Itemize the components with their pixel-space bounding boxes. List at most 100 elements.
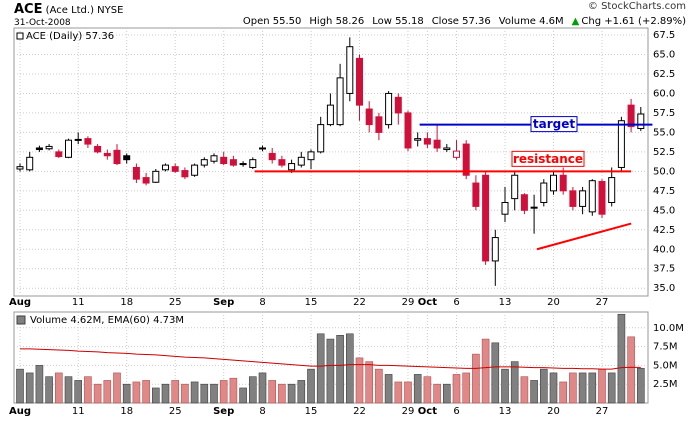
y-tick-label: 65.0 [653,49,675,60]
volume-bar [598,368,606,404]
candle-body [472,182,480,207]
volume-bar [93,383,102,404]
x-tick-label: 25 [169,297,182,308]
candle-body [229,159,237,166]
y-tick-label: 42.5 [653,225,675,236]
y-tick-label: 7.5M [653,342,678,353]
candle-body [239,163,247,166]
date: 31-Oct-2008 [14,18,71,28]
volume-bar [64,376,73,404]
x-tick-label: 6 [453,297,459,308]
y-tick-label: 2.5M [653,379,678,390]
x-tick-label: Oct [418,297,437,308]
candle-body [74,138,82,141]
volume-bar [142,380,150,404]
candle-body [65,139,72,158]
candle-body [559,174,567,192]
volume-bar [287,383,296,404]
candle-body [637,113,645,129]
candle-body [336,77,344,126]
candle-body [171,166,179,172]
volume-bar [413,374,422,404]
candle-body [414,138,422,141]
candle-body [598,180,606,215]
x-tick-label: 18 [120,406,133,417]
candle-body [482,174,490,262]
candle-body [94,145,102,153]
volume-bar [113,372,121,404]
volume-bar [210,383,218,404]
volume-bar [336,335,344,404]
volume-bar [588,372,597,404]
candle-body [45,145,53,150]
candle-body [491,237,499,262]
candle-body [132,166,140,180]
x-tick-label: 25 [169,406,182,417]
stats: Open 55.50 High 58.26 Low 55.18 Close 57.36… [243,16,686,27]
x-tick-label: 22 [353,406,366,417]
x-tick-label: 6 [453,406,459,417]
candle-body [588,180,596,213]
candle-body [152,170,160,183]
volume-bar [249,376,257,404]
candle-body [113,149,121,165]
volume-bar [491,342,500,404]
volume-bar [462,372,471,404]
stat: Low 55.18 [372,16,424,27]
y-tick-label: 60.0 [653,88,675,99]
volume-bar [472,353,480,404]
candle-body [394,96,402,114]
candle-body [317,124,325,153]
volume-bar [190,381,199,404]
volume-bar [278,383,286,404]
volume-bar [132,381,141,404]
x-tick-label: 11 [72,297,85,308]
trend-line [536,222,632,251]
volume-bar [258,372,267,404]
x-tick-label: 29 [402,297,415,308]
y-tick-label: 45.0 [653,205,675,216]
candle-body [220,156,228,165]
resistance-box [511,150,585,167]
symbol: ACE [14,2,43,17]
y-tick-label: 47.5 [653,186,675,197]
volume-bar [84,376,92,404]
volume-bar [326,338,335,404]
volume-bar [307,368,315,404]
x-tick-label: 11 [72,406,85,417]
candle-body [259,147,266,150]
volume-bar [122,383,131,404]
candle-body [26,156,34,171]
x-tick-label: 20 [547,406,560,417]
candle-body [210,155,218,162]
target-box [530,116,578,133]
volume-bar [559,381,568,404]
candle-body [385,92,393,126]
candle-body [423,138,431,145]
volume-bar [219,380,228,404]
volume-bar [297,380,306,404]
volume-bar [569,372,577,404]
volume-bar [200,383,209,404]
candle-body [162,164,169,171]
candle-body [142,177,150,184]
volume-bar [530,380,538,404]
x-tick-label: 8 [259,406,265,417]
x-tick-label: 22 [353,297,366,308]
candle-body [627,104,635,128]
volume-bar [578,372,587,404]
candle-body [520,194,528,211]
candle-body [511,174,519,200]
y-tick-label: 52.5 [653,147,675,158]
volume-bar [433,383,441,404]
volume-bar [423,376,432,404]
volume-bar [636,367,645,404]
x-tick-label: 8 [259,297,265,308]
ema-line [20,348,641,370]
volume-bar [25,372,34,404]
volume-legend: Volume 4.62M, EMA(60) 4.73M [30,315,184,326]
volume-bar [355,357,364,404]
y-tick-label: 40.0 [653,244,675,255]
